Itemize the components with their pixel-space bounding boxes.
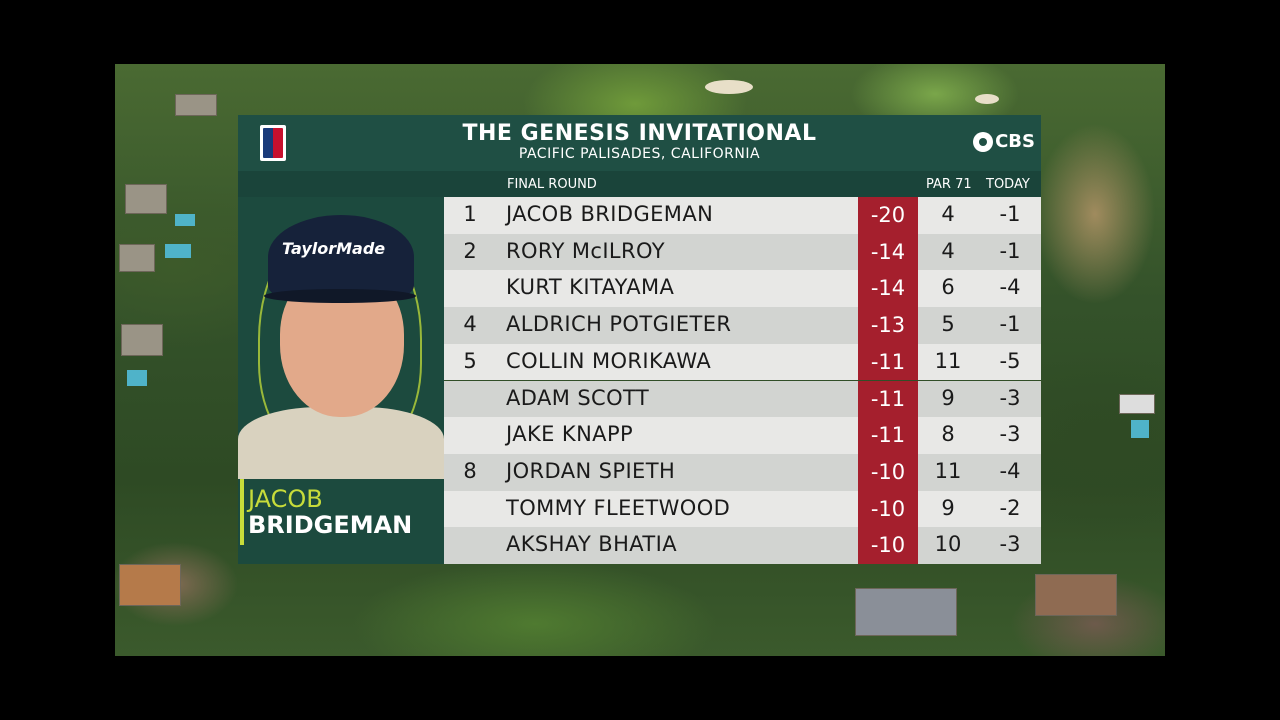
- pool: [1131, 420, 1149, 438]
- house: [1035, 574, 1117, 616]
- player-name: JORDAN SPIETH: [506, 458, 676, 483]
- position: 1: [463, 202, 477, 226]
- today-score: -4: [999, 458, 1021, 483]
- leaderboard-row: 4 ALDRICH POTGIETER -13 5 -1: [444, 307, 1041, 344]
- leaderboard-rows: 1 JACOB BRIDGEMAN -20 4 -1 2 RORY McILRO…: [444, 197, 1041, 564]
- cbs-eye-icon: [973, 131, 994, 152]
- leaderboard-row: 8 JORDAN SPIETH -10 11 -4: [444, 453, 1041, 491]
- player-last-name: BRIDGEMAN: [248, 511, 413, 539]
- pool: [127, 370, 147, 386]
- total-score: -10: [858, 527, 918, 564]
- total-score: -14: [858, 270, 918, 308]
- total-score: -13: [858, 307, 918, 344]
- house: [175, 94, 217, 116]
- house: [119, 244, 155, 272]
- player-first-name: JACOB: [248, 485, 323, 513]
- leaderboard-row: JAKE KNAPP -11 8 -3: [444, 417, 1041, 454]
- today-score: -1: [999, 202, 1021, 226]
- house: [119, 564, 181, 606]
- house: [125, 184, 167, 214]
- total-score: -11: [858, 417, 918, 454]
- today-score: -1: [999, 312, 1021, 337]
- sand-bunker: [975, 94, 999, 104]
- holes-thru: 9: [941, 495, 955, 520]
- player-name: JAKE KNAPP: [506, 422, 634, 447]
- holes-thru: 4: [941, 202, 955, 226]
- player-name: KURT KITAYAMA: [506, 275, 675, 300]
- total-score: -14: [858, 233, 918, 271]
- holes-thru: 9: [941, 385, 955, 410]
- position: 2: [463, 238, 477, 263]
- today-score: -1: [999, 238, 1021, 263]
- cap-logo-text: TaylorMade: [282, 239, 386, 258]
- leaderboard-row: AKSHAY BHATIA -10 10 -3: [444, 527, 1041, 564]
- player-name: ADAM SCOTT: [506, 385, 650, 410]
- today-score: -3: [999, 532, 1021, 557]
- player-cap: [268, 215, 414, 299]
- leaderboard-row: 1 JACOB BRIDGEMAN -20 4 -1: [444, 197, 1041, 234]
- leaderboard-row: 5 COLLIN MORIKAWA -11 11 -5: [444, 343, 1041, 381]
- position: 5: [463, 348, 477, 373]
- total-score: -20: [858, 197, 918, 234]
- today-score: -2: [999, 495, 1021, 520]
- today-score: -3: [999, 422, 1021, 447]
- total-score: -11: [858, 343, 918, 381]
- pool: [165, 244, 191, 258]
- tournament-location: PACIFIC PALISADES, CALIFORNIA: [518, 146, 761, 162]
- player-shirt: [238, 407, 444, 479]
- player-name: AKSHAY BHATIA: [506, 532, 678, 557]
- today-label: TODAY: [986, 177, 1030, 192]
- leaderboard-row: ADAM SCOTT -11 9 -3: [444, 380, 1041, 418]
- leaderboard-graphic: THE GENESIS INVITATIONAL PACIFIC PALISAD…: [238, 115, 1041, 564]
- total-score: -10: [858, 490, 918, 528]
- holes-thru: 5: [941, 312, 955, 337]
- position: 8: [463, 458, 477, 483]
- network-logo: CBS: [973, 131, 1035, 152]
- accent-bar: [240, 479, 244, 545]
- total-score: -10: [858, 453, 918, 491]
- leaderboard-row: KURT KITAYAMA -14 6 -4: [444, 270, 1041, 308]
- cap-brim: [264, 289, 416, 303]
- player-name: JACOB BRIDGEMAN: [506, 202, 714, 226]
- leaderboard-row: TOMMY FLEETWOOD -10 9 -2: [444, 490, 1041, 528]
- network-name: CBS: [995, 131, 1035, 152]
- today-score: -5: [999, 348, 1021, 373]
- sand-bunker: [705, 80, 753, 94]
- tournament-title: THE GENESIS INVITATIONAL: [462, 121, 817, 146]
- house: [1119, 394, 1155, 414]
- house: [121, 324, 163, 356]
- leaderboard-row: 2 RORY McILROY -14 4 -1: [444, 233, 1041, 271]
- holes-thru: 11: [934, 348, 962, 373]
- par-label: PAR 71: [926, 177, 972, 192]
- column-header: FINAL ROUND PAR 71 TODAY: [238, 171, 1041, 197]
- tournament-header: THE GENESIS INVITATIONAL PACIFIC PALISAD…: [238, 115, 1041, 171]
- player-nameplate: JACOB BRIDGEMAN: [238, 479, 444, 564]
- round-label: FINAL ROUND: [507, 177, 597, 192]
- player-name: TOMMY FLEETWOOD: [506, 495, 731, 520]
- total-score: -11: [858, 380, 918, 418]
- position: 4: [463, 312, 477, 337]
- house: [855, 588, 957, 636]
- holes-thru: 6: [941, 275, 955, 300]
- pga-tour-logo-icon: [260, 125, 286, 161]
- holes-thru: 8: [941, 422, 955, 447]
- player-photo: TaylorMade: [238, 197, 444, 479]
- pool: [175, 214, 195, 226]
- holes-thru: 11: [934, 458, 962, 483]
- player-name: ALDRICH POTGIETER: [506, 312, 732, 337]
- today-score: -3: [999, 385, 1021, 410]
- holes-thru: 4: [941, 238, 955, 263]
- holes-thru: 10: [934, 532, 962, 557]
- player-name: RORY McILROY: [506, 238, 666, 263]
- player-name: COLLIN MORIKAWA: [506, 348, 712, 373]
- today-score: -4: [999, 275, 1021, 300]
